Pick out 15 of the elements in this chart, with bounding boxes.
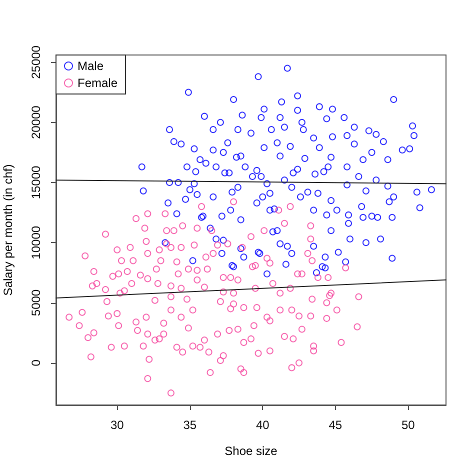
y-tick-label: 0: [29, 359, 43, 366]
legend-label: Female: [78, 76, 118, 90]
x-tick-label: 40: [256, 418, 270, 432]
y-tick-label: 10000: [29, 226, 43, 260]
x-tick-label: 30: [110, 418, 124, 432]
y-tick-label: 15000: [29, 165, 43, 200]
x-tick-label: 50: [401, 418, 416, 432]
legend-label: Male: [78, 59, 104, 73]
y-axis-title: Salary per month (in chf): [1, 164, 15, 296]
x-axis-title: Shoe size: [224, 444, 278, 458]
x-tick-label: 45: [328, 418, 342, 432]
y-tick-label: 5000: [29, 289, 43, 316]
x-tick-label: 35: [183, 418, 197, 432]
y-tick-label: 20000: [29, 105, 43, 140]
y-tick-label: 25000: [29, 45, 43, 79]
